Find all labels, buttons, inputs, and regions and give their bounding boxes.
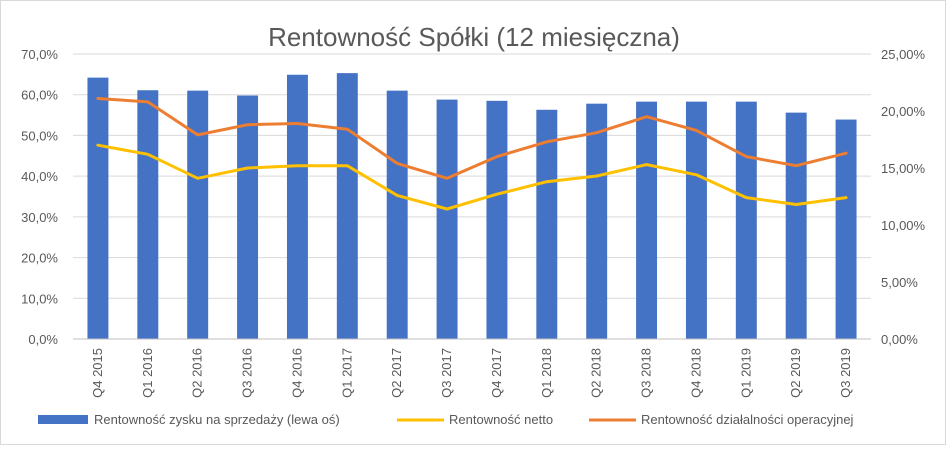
legend: Rentowność zysku na sprzedaży (lewa oś) R…	[38, 412, 854, 427]
right-axis-tick-label: 5,00%	[881, 275, 918, 290]
left-axis-tick-label: 70,0%	[21, 47, 58, 62]
x-axis-tick-label: Q2 2016	[190, 348, 205, 398]
right-axis: 0,00% 5,00% 10,00% 15,00% 20,00% 25,00%	[881, 47, 926, 347]
bar	[137, 90, 159, 339]
x-axis-tick-label: Q1 2016	[140, 348, 155, 398]
x-axis-tick-label: Q3 2017	[439, 348, 454, 398]
bar	[436, 99, 458, 339]
bar	[386, 90, 408, 340]
x-axis-tick-label: Q1 2017	[339, 348, 354, 398]
right-axis-tick-label: 10,00%	[881, 218, 926, 233]
series-line	[96, 143, 848, 211]
left-axis-tick-label: 0,0%	[28, 332, 58, 347]
x-axis-tick-label: Q4 2015	[90, 348, 105, 398]
x-axis-tick-label: Q2 2017	[389, 348, 404, 398]
legend-label: Rentowność netto	[449, 412, 553, 427]
left-axis-tick-label: 30,0%	[21, 210, 58, 225]
bar	[87, 77, 109, 339]
x-axis-tick-label: Q4 2017	[489, 348, 504, 398]
x-axis-tick-label: Q3 2016	[240, 348, 255, 398]
bar	[536, 109, 558, 340]
x-axis-tick-label: Q4 2016	[289, 348, 304, 398]
left-axis-tick-label: 60,0%	[21, 88, 58, 103]
legend-swatch	[38, 415, 88, 424]
bar	[685, 101, 707, 339]
left-axis-tick-label: 40,0%	[21, 169, 58, 184]
left-axis-tick-label: 50,0%	[21, 128, 58, 143]
x-axis-tick-label: Q1 2019	[738, 348, 753, 398]
bar	[785, 112, 807, 339]
bar-series	[87, 73, 857, 340]
legend-label: Rentowność działalności operacyjnej	[641, 412, 854, 427]
bar	[187, 90, 209, 340]
bar	[835, 119, 857, 339]
right-axis-tick-label: 25,00%	[881, 47, 926, 62]
right-axis-tick-label: 15,00%	[881, 161, 926, 176]
x-axis-tick-label: Q3 2019	[838, 348, 853, 398]
x-axis-tick-label: Q4 2018	[688, 348, 703, 398]
bar	[237, 95, 259, 340]
x-axis: Q4 2015 Q1 2016 Q2 2016 Q3 2016 Q4 2016 Q1 20…	[73, 338, 871, 398]
left-axis-tick-label: 20,0%	[21, 251, 58, 266]
bar	[636, 101, 658, 339]
x-axis-tick-label: Q2 2018	[589, 348, 604, 398]
bar	[336, 73, 358, 339]
line-series	[96, 97, 848, 211]
bar	[486, 100, 508, 339]
legend-label: Rentowność zysku na sprzedaży (lewa oś)	[94, 412, 340, 427]
right-axis-tick-label: 0,00%	[881, 332, 918, 347]
series-line	[96, 97, 848, 180]
bar	[735, 101, 757, 339]
bar	[586, 103, 608, 340]
bar	[286, 74, 308, 339]
x-axis-tick-label: Q1 2018	[539, 348, 554, 398]
left-axis-tick-label: 10,0%	[21, 291, 58, 306]
x-axis-tick-label: Q2 2019	[788, 348, 803, 398]
chart-title: Rentowność Spółki (12 miesięczna)	[268, 22, 680, 52]
right-axis-tick-label: 20,00%	[881, 104, 926, 119]
x-axis-tick-label: Q3 2018	[639, 348, 654, 398]
left-axis: 0,0% 10,0% 20,0% 30,0% 40,0% 50,0% 60,0% 70,0%	[21, 47, 58, 347]
